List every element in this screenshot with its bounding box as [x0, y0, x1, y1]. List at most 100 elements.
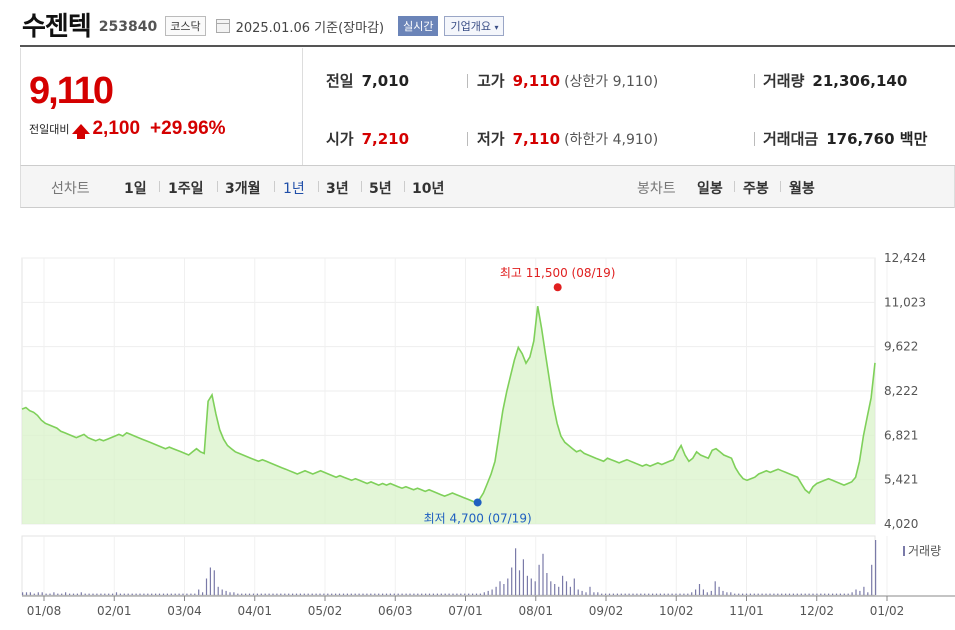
- period-1w[interactable]: 1주일: [168, 181, 204, 197]
- y-tick-label: 5,421: [884, 473, 918, 487]
- change-label: 전일대비: [29, 123, 70, 136]
- stat-volume: 거래량 21,306,140: [763, 70, 907, 91]
- divider: [754, 132, 755, 146]
- header-divider: [20, 45, 955, 47]
- volume-bar: [143, 593, 145, 595]
- volume-bar: [22, 592, 24, 596]
- volume-bar: [213, 570, 215, 596]
- volume-bar: [495, 586, 497, 596]
- volume-bar: [198, 589, 200, 595]
- volume-bar: [859, 590, 861, 595]
- volume-bar: [428, 593, 431, 595]
- volume-bar: [335, 593, 337, 595]
- annotations: 최고 11,500 (08/19) 최저 4,700 (07/19): [424, 266, 616, 525]
- volume-bar: [338, 593, 341, 595]
- candle-daily[interactable]: 일봉: [697, 181, 723, 197]
- volume-bar: [358, 593, 360, 595]
- volume-bar: [632, 593, 634, 595]
- volume-bar: [108, 593, 110, 595]
- volume-bar: [636, 593, 638, 595]
- volume-bar: [389, 593, 391, 595]
- volume-bar: [593, 592, 595, 596]
- volume-bar: [792, 593, 794, 595]
- volume-bar: [491, 589, 493, 595]
- period-1y[interactable]: 1년: [283, 181, 305, 197]
- volume-bar: [683, 593, 685, 595]
- change-row: 전일대비 2,100 +29.96%: [29, 118, 226, 140]
- volume-bar: [217, 586, 219, 596]
- volume-bar: [131, 593, 133, 595]
- period-3y[interactable]: 3년: [326, 181, 349, 197]
- volume-bar: [526, 575, 528, 596]
- volume-bar: [808, 593, 810, 595]
- volume-bar: [804, 593, 806, 595]
- x-tick-label: 07/01: [448, 604, 483, 618]
- volume-bar: [186, 593, 188, 595]
- volume-bar: [863, 586, 865, 596]
- volume-bar: [315, 593, 317, 595]
- volume-bar: [499, 581, 501, 596]
- stat-open: 시가 7,210: [326, 128, 409, 149]
- price-info-panel: 9,110 전일대비 2,100 +29.96% 전일 7,010 고가 9,110…: [20, 48, 955, 166]
- volume-bar: [323, 593, 325, 595]
- volume-bar: [209, 567, 211, 595]
- realtime-button[interactable]: 실시간: [398, 16, 439, 36]
- volume-bar: [237, 593, 239, 595]
- volume-bar: [608, 593, 611, 595]
- volume-bar: [828, 593, 830, 595]
- stat-prev-label: 전일: [326, 72, 354, 90]
- volume-bar: [742, 593, 744, 595]
- volume-bar: [534, 581, 536, 596]
- divider: [274, 181, 275, 192]
- volume-bar: [773, 593, 775, 595]
- volume-bar: [691, 592, 693, 596]
- volume-bar: [659, 593, 661, 595]
- stock-code: 253840: [98, 19, 158, 35]
- volume-bar: [245, 593, 247, 595]
- corp-overview-dropdown[interactable]: 기업개요 ▾: [444, 16, 505, 36]
- candle-weekly[interactable]: 주봉: [743, 181, 769, 197]
- divider: [734, 181, 735, 192]
- volume-bar: [460, 593, 462, 595]
- period-3m[interactable]: 3개월: [225, 181, 261, 197]
- chevron-down-icon: ▾: [494, 23, 499, 32]
- volume-bar: [229, 592, 231, 596]
- volume-bar: [409, 593, 411, 595]
- period-10y[interactable]: 10년: [412, 181, 445, 197]
- volume-bar: [832, 593, 834, 595]
- period-5y[interactable]: 5년: [369, 181, 392, 197]
- volume-bar: [781, 593, 783, 595]
- candle-monthly[interactable]: 월봉: [789, 181, 815, 197]
- stat-upper-limit: (상한가 9,110): [564, 74, 659, 90]
- period-1d[interactable]: 1일: [124, 181, 147, 197]
- divider: [467, 132, 468, 146]
- volume-bar: [871, 564, 873, 596]
- volume-bar: [698, 584, 701, 595]
- x-tick-label: 03/04: [167, 604, 202, 618]
- volume-bar: [706, 592, 708, 596]
- stat-volume-label: 거래량: [763, 72, 805, 90]
- volume-bar: [123, 593, 125, 595]
- candle-chart-label: 봉차트: [637, 181, 676, 197]
- price-area-fill: [22, 306, 875, 524]
- volume-bar: [503, 584, 505, 595]
- stat-volume-value: 21,306,140: [812, 72, 908, 90]
- volume-bar: [158, 593, 161, 595]
- volume-bar: [327, 593, 329, 595]
- volume-bar: [483, 592, 485, 596]
- volume-bar: [202, 592, 204, 596]
- volume-bar: [194, 593, 196, 595]
- volume-bar: [785, 593, 787, 595]
- volume-bar: [655, 593, 658, 595]
- stat-high: 고가 9,110 (상한가 9,110): [477, 70, 658, 91]
- volume-bar: [299, 593, 301, 595]
- volume-bar: [354, 593, 356, 595]
- price-chart[interactable]: 12,424 11,023 9,622 8,222 6,821 5,421 4,020 거래…: [0, 240, 955, 630]
- volume-bar: [147, 593, 149, 595]
- volume-bar: [295, 593, 298, 595]
- volume-bar: [268, 593, 270, 595]
- volume-bar: [565, 581, 568, 596]
- volume-bar: [76, 593, 78, 595]
- volume-bar: [151, 593, 153, 595]
- corp-overview-label: 기업개요: [450, 20, 491, 33]
